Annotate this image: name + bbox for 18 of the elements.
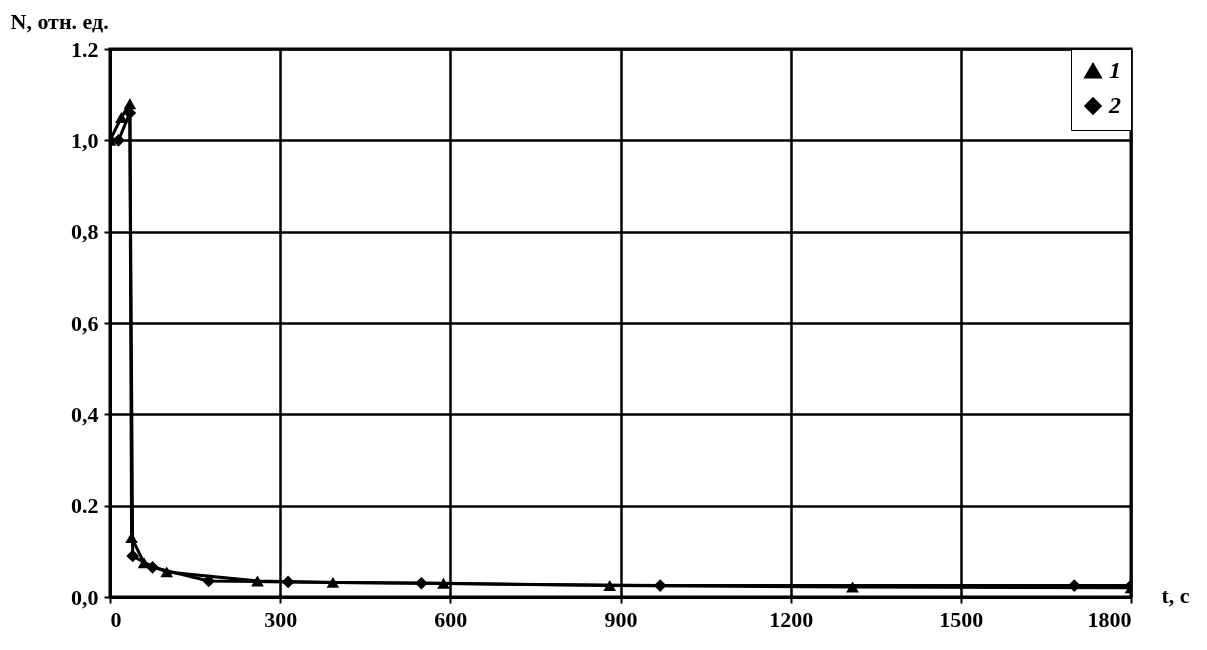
y-tick-label: 0,6: [71, 310, 99, 336]
x-tick-label: 0: [110, 606, 122, 632]
x-tick-label: 1800: [1087, 606, 1132, 632]
y-tick-label: 0.2: [71, 493, 99, 519]
y-tick-label: 1,0: [71, 127, 99, 153]
x-tick-label: 600: [434, 606, 468, 632]
y-tick-label: 0,8: [71, 219, 99, 245]
x-tick-label: 1200: [769, 606, 814, 632]
y-tick-label: 0,4: [71, 401, 99, 427]
legend-label: 1: [1109, 57, 1121, 83]
x-axis-title: t, с: [1161, 582, 1190, 608]
y-axis-title: N, отн. ед.: [10, 8, 109, 34]
x-tick-label: 300: [264, 606, 298, 632]
legend-label: 2: [1108, 92, 1121, 118]
y-tick-label: 0,0: [71, 584, 99, 610]
x-tick-label: 900: [604, 606, 638, 632]
x-tick-label: 1500: [939, 606, 984, 632]
y-tick-label: 1.2: [71, 36, 99, 62]
